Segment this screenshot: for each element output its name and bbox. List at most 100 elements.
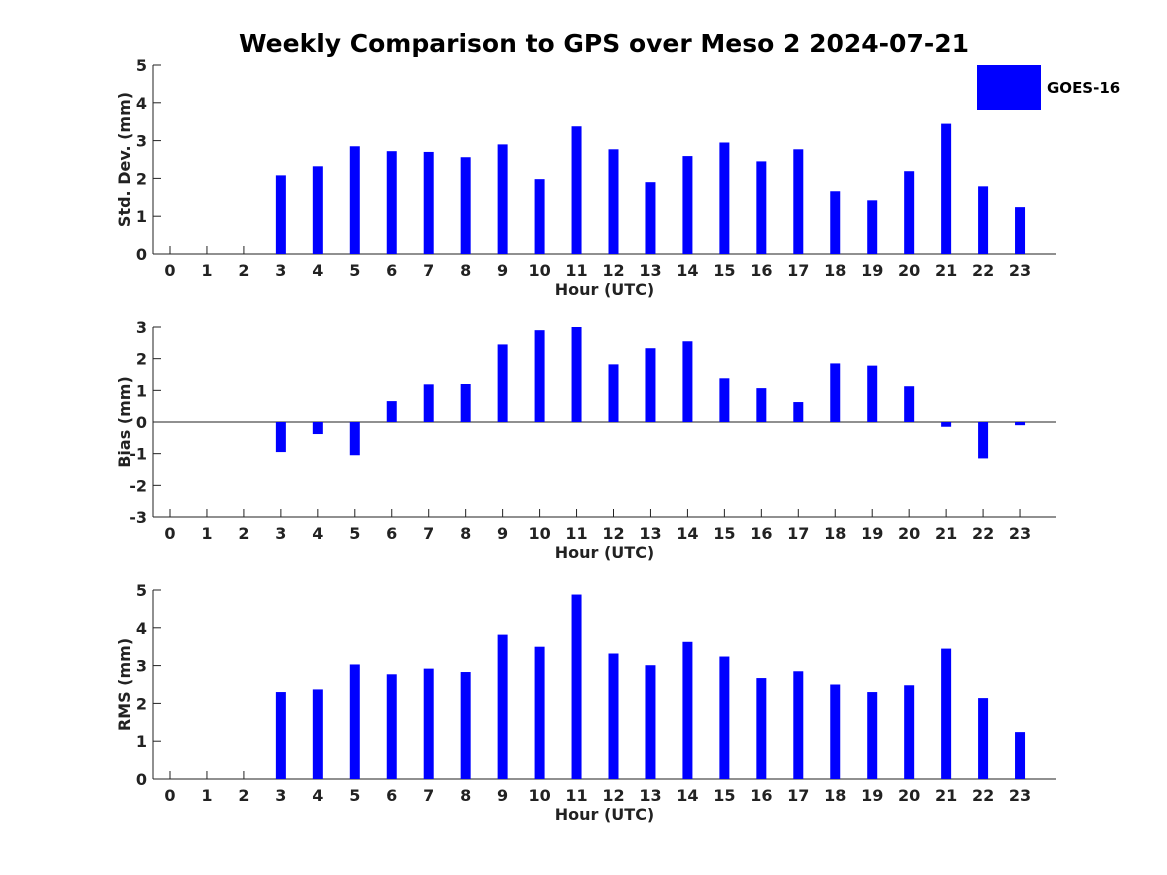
x-tick-label: 23 xyxy=(1009,786,1031,805)
bar xyxy=(719,656,730,779)
y-tick-label: 0 xyxy=(136,770,147,789)
bar xyxy=(349,146,360,254)
y-tick-label: 3 xyxy=(136,318,147,337)
bar xyxy=(867,365,878,422)
bar xyxy=(423,151,434,254)
bar xyxy=(645,665,656,779)
x-tick-label: 3 xyxy=(275,524,286,543)
x-tick-label: 1 xyxy=(201,786,212,805)
bar xyxy=(830,191,841,254)
x-tick-label: 21 xyxy=(935,786,957,805)
x-tick-label: 14 xyxy=(676,261,698,280)
bar xyxy=(941,123,952,254)
bar xyxy=(719,142,730,254)
x-tick-label: 2 xyxy=(238,524,249,543)
y-tick-label: 4 xyxy=(136,94,147,113)
bar xyxy=(941,422,952,427)
x-tick-label: 12 xyxy=(602,524,624,543)
x-tick-label: 18 xyxy=(824,261,846,280)
x-tick-label: 23 xyxy=(1009,524,1031,543)
x-tick-label: 8 xyxy=(460,261,471,280)
x-tick-label: 13 xyxy=(639,261,661,280)
x-tick-label: 17 xyxy=(787,786,809,805)
x-tick-label: 4 xyxy=(312,524,323,543)
x-tick-label: 15 xyxy=(713,786,735,805)
x-tick-label: 4 xyxy=(312,261,323,280)
bar xyxy=(460,672,471,779)
x-tick-label: 14 xyxy=(676,524,698,543)
bar xyxy=(275,175,286,254)
bar xyxy=(349,422,360,456)
y-tick-label: 2 xyxy=(136,169,147,188)
x-tick-label: 18 xyxy=(824,524,846,543)
x-tick-label: 3 xyxy=(275,786,286,805)
bar xyxy=(423,668,434,779)
bar xyxy=(386,674,397,779)
bar xyxy=(756,678,767,779)
x-tick-label: 18 xyxy=(824,786,846,805)
y-tick-label: -1 xyxy=(129,445,147,464)
bar xyxy=(904,386,915,422)
x-tick-label: 19 xyxy=(861,261,883,280)
bar xyxy=(682,641,693,779)
x-tick-label: 20 xyxy=(898,524,920,543)
x-tick-label: 21 xyxy=(935,524,957,543)
x-tick-label: 5 xyxy=(349,524,360,543)
x-tick-label: 5 xyxy=(349,786,360,805)
bar xyxy=(312,689,323,779)
bar xyxy=(1015,732,1026,779)
x-tick-label: 15 xyxy=(713,261,735,280)
x-tick-label: 15 xyxy=(713,524,735,543)
x-tick-label: 0 xyxy=(164,524,175,543)
bar xyxy=(608,149,619,254)
bar xyxy=(978,422,989,459)
bar xyxy=(793,402,804,422)
bar xyxy=(830,363,841,422)
x-tick-label: 17 xyxy=(787,524,809,543)
x-tick-label: 8 xyxy=(460,524,471,543)
chart-title: Weekly Comparison to GPS over Meso 2 202… xyxy=(239,29,969,58)
x-tick-label: 19 xyxy=(861,524,883,543)
x-tick-label: 11 xyxy=(565,786,587,805)
x-tick-label: 19 xyxy=(861,786,883,805)
y-tick-label: 0 xyxy=(136,413,147,432)
bar xyxy=(275,692,286,779)
bar xyxy=(571,126,582,254)
x-tick-label: 1 xyxy=(201,261,212,280)
x-tick-label: 9 xyxy=(497,524,508,543)
bar xyxy=(978,186,989,254)
legend-label: GOES-16 xyxy=(1047,79,1120,97)
y-tick-label: 5 xyxy=(136,56,147,75)
x-tick-label: 22 xyxy=(972,524,994,543)
bar xyxy=(867,200,878,254)
bar xyxy=(497,634,508,779)
bar xyxy=(534,330,545,422)
x-tick-label: 6 xyxy=(386,524,397,543)
x-tick-label: 16 xyxy=(750,524,772,543)
x-tick-label: 14 xyxy=(676,786,698,805)
bar xyxy=(275,422,286,453)
y-tick-label: 1 xyxy=(136,732,147,751)
x-tick-label: 21 xyxy=(935,261,957,280)
x-tick-label: 11 xyxy=(565,524,587,543)
bar xyxy=(460,157,471,254)
bar xyxy=(608,364,619,422)
x-tick-label: 20 xyxy=(898,786,920,805)
bar xyxy=(460,384,471,422)
x-tick-label: 22 xyxy=(972,261,994,280)
y-tick-label: -3 xyxy=(129,508,147,527)
bar xyxy=(682,341,693,422)
x-tick-label: 6 xyxy=(386,261,397,280)
bar xyxy=(312,422,323,435)
bar xyxy=(645,348,656,422)
x-tick-label: 13 xyxy=(639,786,661,805)
bar xyxy=(756,388,767,422)
bar xyxy=(793,671,804,779)
y-tick-label: 5 xyxy=(136,581,147,600)
bar xyxy=(867,692,878,779)
x-tick-label: 2 xyxy=(238,786,249,805)
bar xyxy=(497,344,508,422)
x-tick-label: 20 xyxy=(898,261,920,280)
x-tick-label: 4 xyxy=(312,786,323,805)
